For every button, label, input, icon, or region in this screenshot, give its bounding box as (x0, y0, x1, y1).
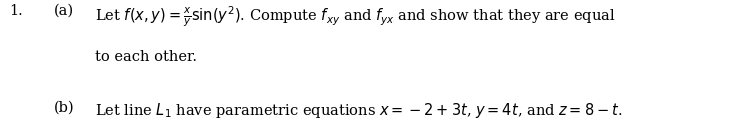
Text: (a): (a) (53, 4, 74, 18)
Text: (b): (b) (53, 101, 74, 115)
Text: Let $f(x, y) = \frac{x}{y}\sin(y^2)$. Compute $f_{xy}$ and $f_{yx}$ and show tha: Let $f(x, y) = \frac{x}{y}\sin(y^2)$. Co… (95, 4, 616, 28)
Text: Let line $L_1$ have parametric equations $x = -2 + 3t$, $y = 4t$, and $z = 8 - t: Let line $L_1$ have parametric equations… (95, 101, 623, 120)
Text: 1.: 1. (10, 4, 24, 18)
Text: to each other.: to each other. (95, 50, 197, 64)
